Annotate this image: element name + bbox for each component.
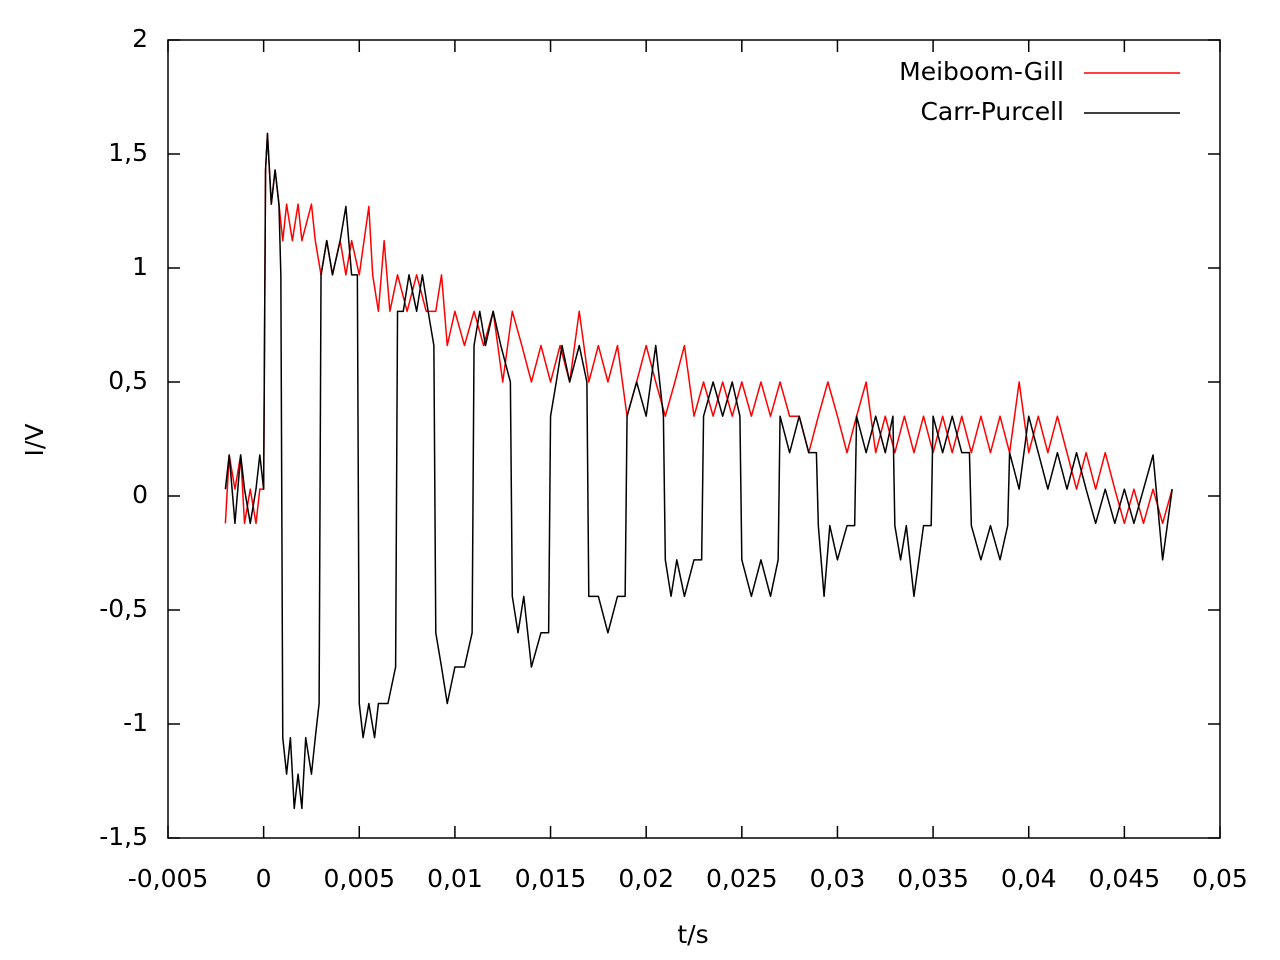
y-tick-label: 1,5: [108, 138, 148, 167]
x-tick-label: 0,04: [1001, 864, 1057, 893]
y-tick-label: -0,5: [99, 594, 148, 623]
y-axis-label: I/V: [20, 424, 49, 457]
x-tick-label: 0,05: [1192, 864, 1248, 893]
y-tick-label: 2: [132, 24, 148, 53]
x-tick-label: 0,045: [1089, 864, 1161, 893]
legend-label: Carr-Purcell: [920, 97, 1064, 126]
x-tick-label: 0,03: [810, 864, 866, 893]
x-tick-label: 0,015: [515, 864, 587, 893]
x-tick-label: 0,02: [618, 864, 674, 893]
x-tick-label: 0: [256, 864, 272, 893]
y-tick-label: 0,5: [108, 366, 148, 395]
x-tick-label: 0,025: [706, 864, 778, 893]
y-tick-label: 0: [132, 480, 148, 509]
legend-label: Meiboom-Gill: [899, 57, 1064, 86]
x-tick-label: 0,01: [427, 864, 483, 893]
x-tick-label: 0,035: [897, 864, 969, 893]
y-tick-label: 1: [132, 252, 148, 281]
plot-frame: [167, 39, 1221, 839]
y-tick-label: -1: [123, 708, 148, 737]
x-axis-label: t/s: [677, 920, 708, 949]
x-tick-label: 0,005: [323, 864, 395, 893]
x-tick-label: -0,005: [128, 864, 209, 893]
series-line: [224, 132, 1173, 525]
y-tick-label: -1,5: [99, 822, 148, 851]
series-line: [224, 132, 1173, 810]
